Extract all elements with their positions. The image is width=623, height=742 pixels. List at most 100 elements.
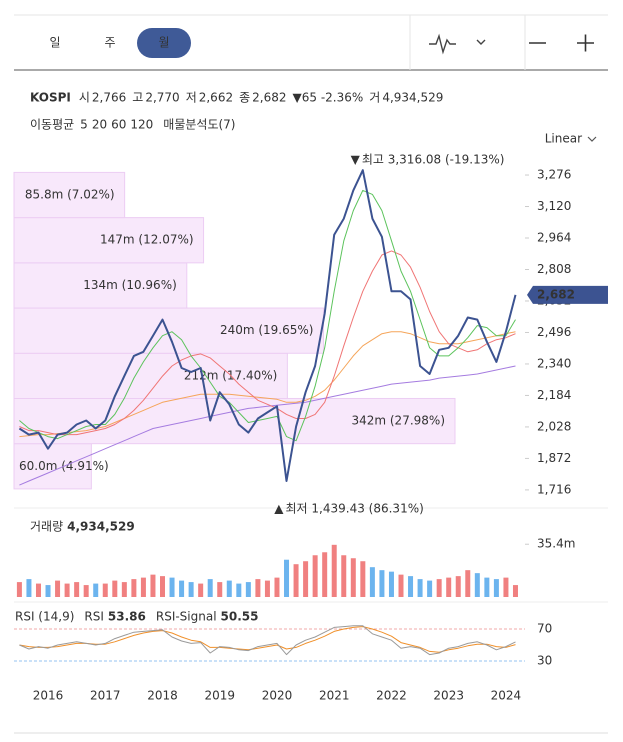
quote-label: 고 [132,91,143,105]
volume-bar [64,583,70,597]
panel-title-value: 4,934,529 [67,520,135,534]
low-label: 최저 1,439.43 (86.31%) [286,502,424,516]
legend-entry: RSI [84,610,104,624]
quote-label: 종 [239,91,250,105]
series-line [19,625,516,656]
volume-bar [264,580,270,597]
quote-change: ▼65 -2.36% [293,91,364,105]
active-tab[interactable] [137,28,191,58]
volume-bar [341,555,347,597]
volume-bar [293,564,299,597]
legend-title: 이동평균 [30,118,74,132]
volume-bar [436,579,442,597]
volume-bar [274,577,280,597]
legend-value: 50.55 [221,610,259,624]
y-tick-label: 1,716 [537,482,571,496]
volume-bar [303,561,309,597]
volume-bar [150,574,156,597]
volume-bar [217,582,223,597]
high-label: 최고 3,316.08 (-19.13%) [362,153,505,167]
chart-type-icon[interactable] [429,33,456,55]
volume-bar [455,576,461,597]
volume-bar [474,573,480,597]
volume-bar [322,552,328,597]
volume-bar [26,579,32,597]
volume-profile-bar [13,262,188,309]
tab[interactable]: 주 [104,36,115,50]
volume-bar [417,579,423,597]
scale-dropdown[interactable] [587,136,597,142]
tab[interactable]: 월 [158,36,169,50]
legend-entry: 20 [92,118,107,132]
volume-bar [255,579,261,597]
chart-type-dropdown[interactable] [476,39,486,45]
zoom-in[interactable] [577,34,594,52]
x-tick-label: 2016 [33,689,64,703]
quote-label: 시 [79,91,90,105]
volume-profile-bar [13,171,126,219]
volume-bar [131,579,137,597]
volume-bar [493,579,499,597]
panel-title: 거래량 [30,520,63,534]
volume-bar [236,583,242,597]
volume-bar [179,580,185,597]
volume-bar [160,576,165,597]
series-line [19,250,516,436]
y-tick-label: 2,184 [537,388,571,402]
y-tick-label: 2,496 [537,325,571,339]
volume-bar [360,561,366,597]
volume-bar [408,576,414,597]
x-tick-label: 2024 [491,689,522,703]
volume-bar [427,580,433,597]
y-tick-label: 1,872 [537,451,571,465]
volume-bar [35,583,41,597]
volume-bar [74,582,80,597]
series-line [19,331,516,438]
y-tick-label: 2,808 [537,262,571,276]
scale-button[interactable]: Linear [545,132,582,146]
legend-entry: 120 [130,118,153,132]
legend-entry: 5 [80,118,88,132]
volume-bar [169,577,175,597]
quote-value: 2,662 [199,91,233,105]
volume-bar [512,585,518,597]
y-tick-label: 3,120 [537,199,571,213]
legend-entry: RSI-Signal [156,610,217,624]
volume-bar [379,570,385,597]
volume-bar [369,567,375,597]
volume-bar [121,582,127,597]
volume-bar [140,577,146,597]
volume-bar [102,583,108,597]
y-tick-label: 2,340 [537,356,571,370]
volume-bar [83,585,89,597]
y-tick-label: 2,964 [537,231,571,245]
quote-value: 4,934,529 [382,91,443,105]
quote-label: 저 [186,91,197,105]
legend-value: 53.86 [108,610,146,624]
volume-profile-bar [13,217,205,264]
volume-bar [446,577,452,597]
panel-title: RSI (14,9) [15,610,74,624]
y-tick-label: 70 [537,622,552,636]
low-marker: ▲ [274,502,284,516]
x-tick-label: 2021 [319,689,350,703]
x-tick-label: 2020 [262,689,293,703]
volume-profile-label: 147m (12.07%) [100,233,194,247]
x-tick-label: 2023 [433,689,464,703]
volume-bar [16,582,22,597]
volume-bar [284,559,290,597]
quote-value: 2,770 [145,91,179,105]
series-line [19,189,516,442]
tab[interactable]: 일 [49,36,60,50]
current-price-label: 2,682 [537,287,575,301]
volume-bar [198,583,204,597]
volume-bar [484,577,490,597]
volume-bar [331,544,337,597]
y-tick-label: 2,028 [537,419,571,433]
volume-profile-label: 134m (10.96%) [83,278,177,292]
volume-bar [350,558,356,597]
symbol: KOSPI [30,91,71,105]
quote-value: 2,766 [92,91,126,105]
